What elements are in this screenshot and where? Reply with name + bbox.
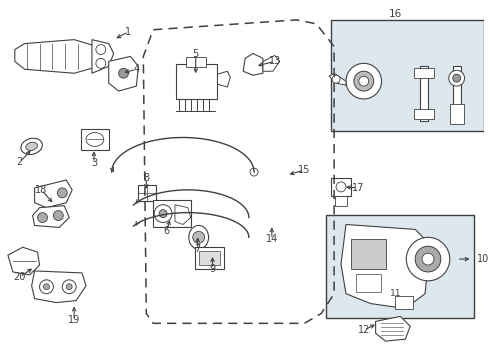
Bar: [450, 104, 464, 123]
Text: 18: 18: [35, 185, 48, 195]
Bar: [414, 109, 434, 119]
Polygon shape: [243, 54, 263, 75]
Text: 19: 19: [68, 315, 80, 325]
Circle shape: [40, 280, 53, 294]
Text: 9: 9: [209, 264, 216, 274]
Circle shape: [154, 205, 172, 222]
Text: 7: 7: [195, 244, 201, 254]
Bar: [356, 274, 381, 292]
Circle shape: [66, 284, 72, 290]
Circle shape: [53, 211, 63, 221]
Polygon shape: [329, 73, 346, 85]
Ellipse shape: [189, 225, 209, 249]
Polygon shape: [263, 55, 280, 71]
Polygon shape: [218, 71, 230, 87]
Circle shape: [159, 210, 167, 217]
Circle shape: [250, 168, 258, 176]
Circle shape: [96, 45, 106, 54]
Bar: [335, 196, 347, 206]
Circle shape: [96, 58, 106, 68]
Polygon shape: [32, 271, 86, 302]
Text: 16: 16: [389, 9, 402, 19]
Circle shape: [449, 70, 465, 86]
Text: 13: 13: [269, 57, 281, 66]
Circle shape: [57, 188, 67, 198]
Text: 20: 20: [14, 272, 26, 282]
Circle shape: [332, 75, 340, 83]
Bar: [153, 200, 191, 228]
Text: 14: 14: [266, 234, 278, 244]
Polygon shape: [376, 316, 410, 341]
Bar: [331, 178, 351, 196]
Circle shape: [354, 71, 374, 91]
Bar: [186, 58, 206, 67]
Bar: [453, 66, 461, 121]
Polygon shape: [175, 205, 191, 225]
Text: 17: 17: [352, 183, 364, 193]
Polygon shape: [92, 40, 114, 73]
Bar: [138, 185, 156, 201]
Circle shape: [38, 213, 48, 222]
Text: 5: 5: [193, 49, 199, 59]
Circle shape: [406, 237, 450, 281]
Text: 12: 12: [358, 325, 370, 335]
Circle shape: [62, 280, 76, 294]
Polygon shape: [33, 206, 69, 228]
Bar: [331, 20, 484, 131]
Text: 2: 2: [17, 157, 23, 167]
Circle shape: [119, 68, 128, 78]
Polygon shape: [109, 57, 138, 91]
Text: 8: 8: [143, 173, 149, 183]
Bar: [326, 215, 474, 318]
Circle shape: [346, 63, 382, 99]
Text: 4: 4: [133, 64, 140, 74]
Text: 10: 10: [477, 254, 490, 264]
Polygon shape: [35, 180, 72, 208]
Ellipse shape: [86, 132, 104, 147]
Polygon shape: [341, 225, 430, 309]
Bar: [414, 68, 434, 78]
Text: 1: 1: [125, 27, 132, 37]
Polygon shape: [8, 247, 40, 275]
Bar: [420, 66, 428, 121]
Text: 11: 11: [390, 289, 401, 298]
Ellipse shape: [21, 138, 42, 154]
Ellipse shape: [26, 142, 37, 150]
Circle shape: [193, 231, 205, 243]
Bar: [195, 247, 224, 269]
Bar: [198, 251, 220, 265]
Polygon shape: [15, 40, 102, 73]
Circle shape: [453, 74, 461, 82]
Circle shape: [44, 284, 49, 290]
Circle shape: [336, 182, 346, 192]
Bar: [351, 239, 386, 269]
Circle shape: [422, 253, 434, 265]
Bar: [176, 64, 218, 99]
Circle shape: [415, 246, 441, 272]
Bar: [395, 296, 413, 310]
Circle shape: [359, 76, 368, 86]
Text: 15: 15: [298, 165, 311, 175]
Text: 3: 3: [91, 158, 97, 168]
Bar: [81, 129, 109, 150]
Text: 6: 6: [163, 226, 169, 237]
